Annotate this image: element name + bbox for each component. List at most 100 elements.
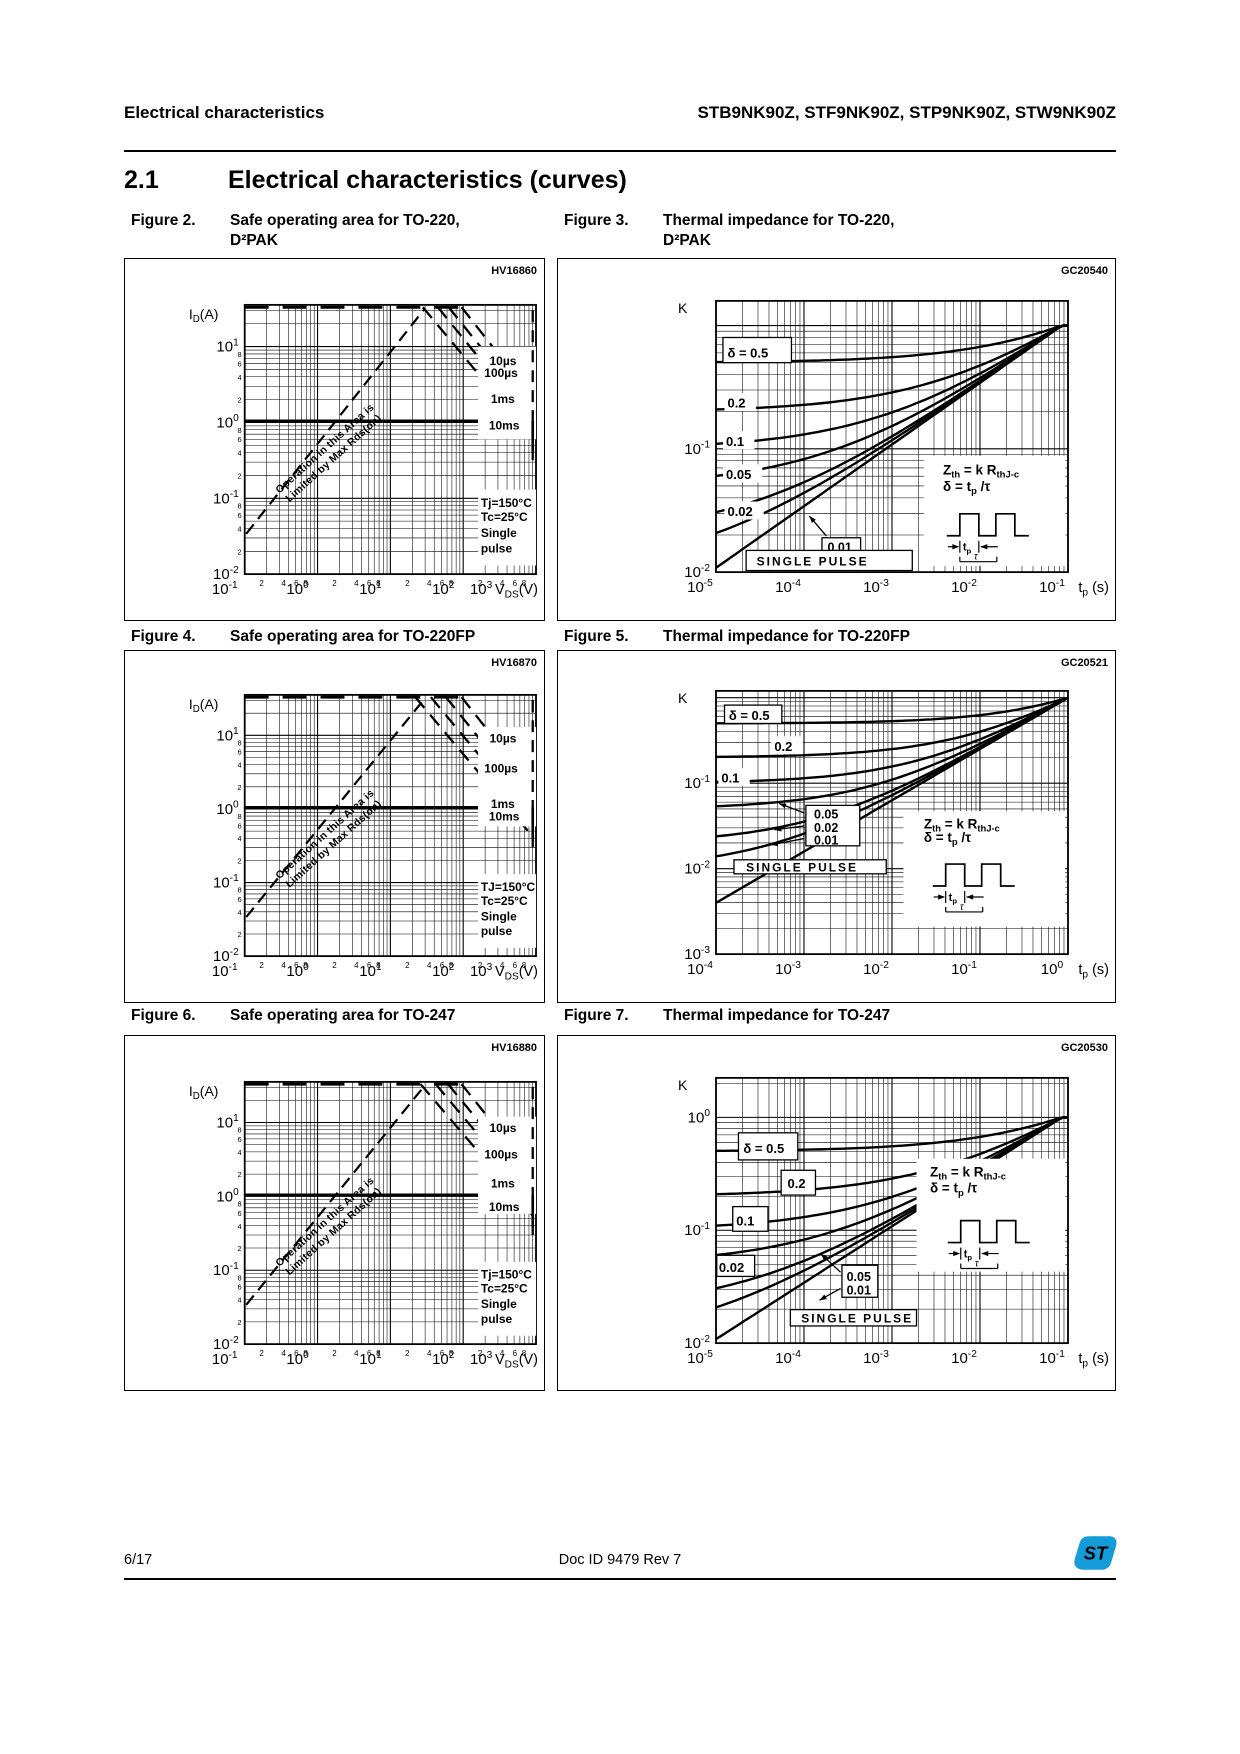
header-part-numbers: STB9NK90Z, STF9NK90Z, STP9NK90Z, STW9NK9… <box>697 103 1116 122</box>
svg-text:4: 4 <box>281 961 286 970</box>
header-section-title: Electrical characteristics <box>124 103 325 122</box>
svg-text:100µs: 100µs <box>484 761 518 775</box>
st-logo: ST <box>1074 1536 1117 1570</box>
svg-text:tp (s): tp (s) <box>1078 580 1109 598</box>
svg-text:0.02: 0.02 <box>727 504 752 519</box>
svg-text:4: 4 <box>281 1349 286 1358</box>
svg-text:100µs: 100µs <box>484 1148 518 1162</box>
svg-text:10-4: 10-4 <box>687 960 713 978</box>
svg-text:4: 4 <box>238 761 242 770</box>
figure-3-panel: δ = 0.5 0.2 0.1 0.05 0.02 0.01 SINGLE PULSE Zth… <box>557 258 1116 621</box>
svg-text:8: 8 <box>449 1349 454 1358</box>
svg-text:10-4: 10-4 <box>775 1349 801 1367</box>
svg-text:6: 6 <box>440 1349 445 1358</box>
svg-text:1ms: 1ms <box>491 392 515 406</box>
svg-text:δ = tp /τ: δ = tp /τ <box>943 479 990 496</box>
svg-text:Single: Single <box>481 1297 517 1311</box>
svg-text:102: 102 <box>432 580 455 598</box>
svg-text:SINGLE PULSE: SINGLE PULSE <box>746 861 858 875</box>
svg-text:δ = 0.5: δ = 0.5 <box>727 346 768 361</box>
svg-text:10-1: 10-1 <box>684 440 710 458</box>
svg-text:tp (s): tp (s) <box>1078 1351 1109 1369</box>
svg-text:τ: τ <box>960 902 965 913</box>
svg-text:2: 2 <box>405 961 410 970</box>
svg-text:6: 6 <box>367 1349 372 1358</box>
svg-text:0.05: 0.05 <box>814 808 838 822</box>
svg-text:10µs: 10µs <box>490 1121 517 1135</box>
svg-text:4: 4 <box>500 961 505 970</box>
svg-text:10-1: 10-1 <box>951 960 977 978</box>
svg-text:δ = tp /τ: δ = tp /τ <box>924 830 971 847</box>
svg-text:4: 4 <box>354 1349 359 1358</box>
svg-text:6: 6 <box>294 961 299 970</box>
svg-text:10-1: 10-1 <box>213 873 239 891</box>
svg-text:0.2: 0.2 <box>788 1176 806 1191</box>
svg-text:GC20540: GC20540 <box>1061 265 1108 277</box>
svg-text:4: 4 <box>238 373 242 382</box>
figure-7-title-line1: Thermal impedance for TO-247 <box>663 1007 891 1024</box>
svg-text:Single: Single <box>481 526 517 540</box>
svg-text:Zth = k RthJ-c: Zth = k RthJ-c <box>924 817 1000 834</box>
svg-text:10-2: 10-2 <box>951 578 977 596</box>
svg-text:2: 2 <box>238 1170 242 1179</box>
svg-text:6: 6 <box>238 359 242 368</box>
svg-text:8: 8 <box>522 1349 527 1358</box>
svg-text:8: 8 <box>238 738 242 747</box>
svg-text:GC20521: GC20521 <box>1061 657 1108 669</box>
svg-text:100: 100 <box>286 1350 309 1368</box>
svg-text:6: 6 <box>238 895 242 904</box>
figure-6-label: Figure 6. <box>131 1007 196 1024</box>
svg-text:Single: Single <box>481 909 517 923</box>
svg-text:2: 2 <box>259 579 264 588</box>
svg-text:VDS(V): VDS(V) <box>495 964 538 982</box>
svg-text:K: K <box>678 690 688 706</box>
figure-2-label: Figure 2. <box>131 212 196 229</box>
svg-text:0.05: 0.05 <box>726 467 751 482</box>
svg-text:4: 4 <box>238 908 242 917</box>
svg-text:tp: tp <box>963 542 972 556</box>
svg-text:4: 4 <box>354 579 359 588</box>
figure-3-caption: Figure 3. Thermal impedance for TO-220, … <box>557 211 1116 251</box>
svg-text:2: 2 <box>259 961 264 970</box>
svg-text:Tc=25°C: Tc=25°C <box>481 1282 528 1296</box>
footer-doc-id: Doc ID 9479 Rev 7 <box>558 1552 682 1568</box>
svg-text:4: 4 <box>238 834 242 843</box>
svg-text:4: 4 <box>238 1222 242 1231</box>
soa-to247-chart: 10µs 100µs 1ms 10ms Tj=150°CTc=25°CSinglepul… <box>189 1042 538 1371</box>
svg-text:6: 6 <box>440 579 445 588</box>
svg-text:δ = tp /τ: δ = tp /τ <box>930 1181 977 1198</box>
svg-text:2: 2 <box>238 396 242 405</box>
svg-text:100: 100 <box>286 962 309 980</box>
figure-7-panel: δ = 0.5 0.2 0.1 0.02 0.05 0.01 SINGLE PULSE Zth… <box>557 1035 1116 1391</box>
svg-text:101: 101 <box>216 1113 239 1131</box>
svg-text:VDS(V): VDS(V) <box>495 1352 538 1370</box>
svg-text:K: K <box>678 300 688 316</box>
svg-text:8: 8 <box>376 579 381 588</box>
svg-text:δ = 0.5: δ = 0.5 <box>729 708 770 723</box>
svg-text:10-1: 10-1 <box>212 962 238 980</box>
svg-text:2: 2 <box>478 1349 483 1358</box>
svg-text:10-1: 10-1 <box>212 1350 238 1368</box>
svg-text:100µs: 100µs <box>484 366 518 380</box>
svg-text:100: 100 <box>216 800 239 818</box>
svg-text:8: 8 <box>238 1126 242 1135</box>
svg-text:6: 6 <box>513 961 518 970</box>
footer-rule <box>124 1578 1116 1580</box>
figure-6-title-line1: Safe operating area for TO-247 <box>230 1007 456 1024</box>
svg-text:4: 4 <box>500 1349 505 1358</box>
svg-text:10ms: 10ms <box>489 809 520 823</box>
svg-text:tp: tp <box>949 892 958 906</box>
svg-text:10-1: 10-1 <box>213 1261 239 1279</box>
svg-text:0.01: 0.01 <box>847 1284 871 1298</box>
svg-text:2: 2 <box>405 579 410 588</box>
svg-text:10-1: 10-1 <box>213 489 239 507</box>
svg-text:101: 101 <box>216 337 239 355</box>
svg-text:8: 8 <box>376 1349 381 1358</box>
svg-text:6: 6 <box>238 1209 242 1218</box>
svg-text:0.02: 0.02 <box>814 821 838 835</box>
svg-text:10-1: 10-1 <box>1039 1349 1065 1367</box>
svg-text:0.1: 0.1 <box>726 434 744 449</box>
svg-text:10-5: 10-5 <box>687 1349 713 1367</box>
